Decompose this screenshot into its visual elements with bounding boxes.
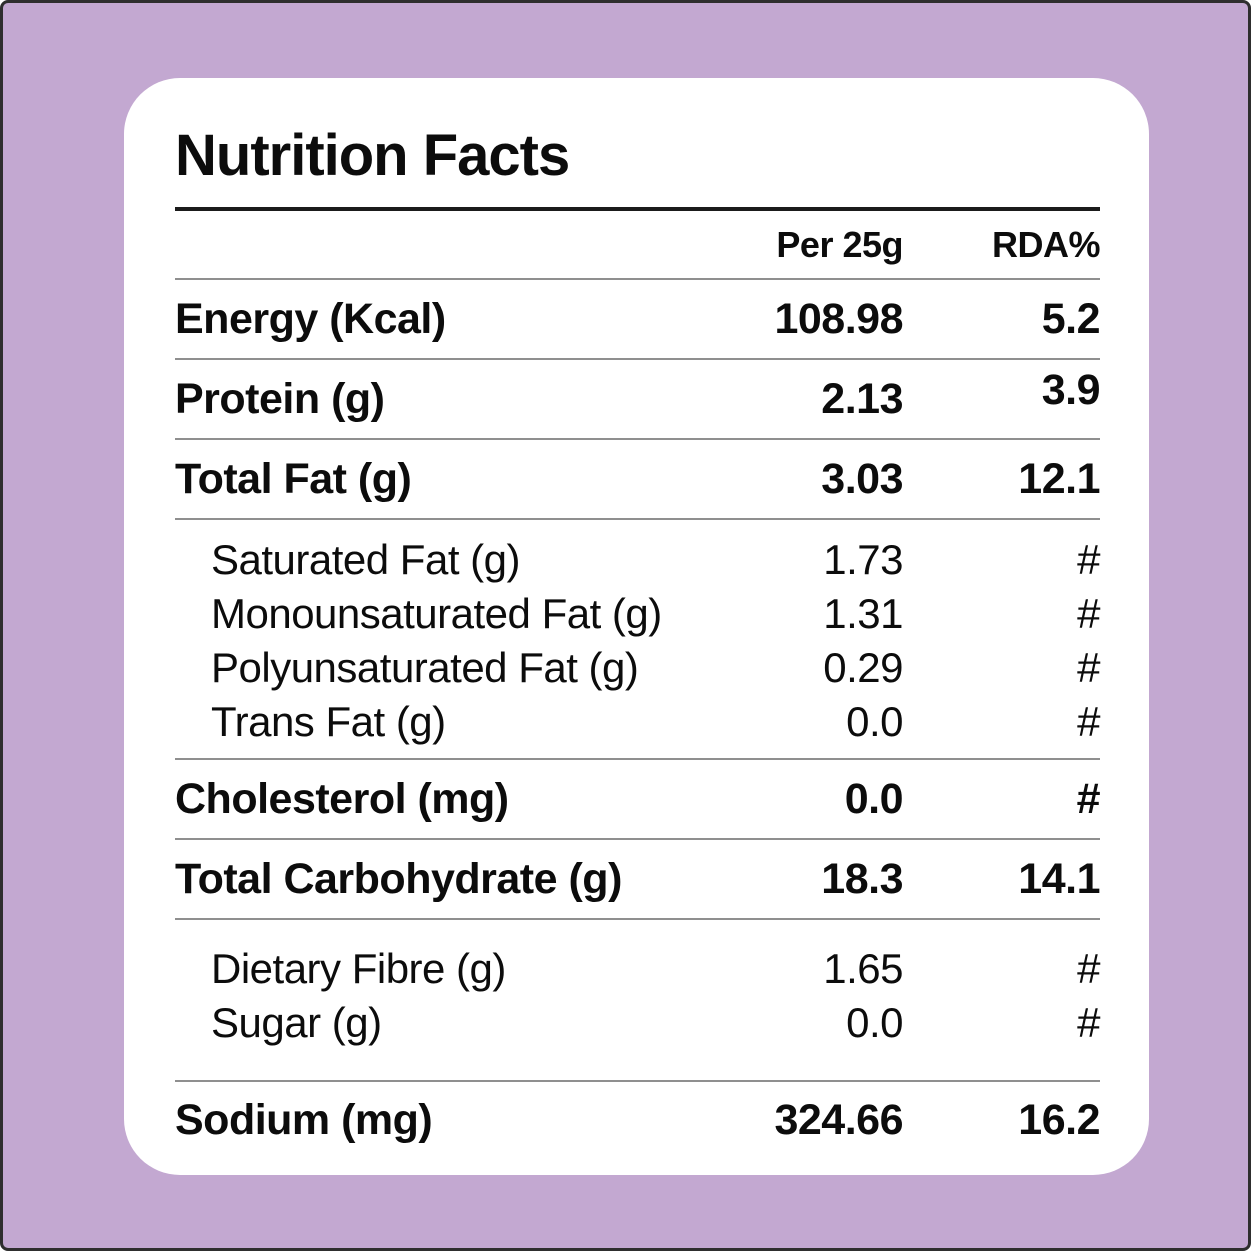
table-row-dietary-fibre: Dietary Fibre (g) 1.65 # xyxy=(175,942,1101,996)
row-amount: 0.0 xyxy=(846,698,903,745)
row-amount: 108.98 xyxy=(774,295,903,343)
table-row-cholesterol: Cholesterol (mg) 0.0 # xyxy=(175,760,1101,838)
row-label: Sodium (mg) xyxy=(175,1096,433,1144)
row-rda: # xyxy=(1077,945,1100,992)
divider xyxy=(175,358,1100,360)
row-label: Dietary Fibre (g) xyxy=(211,945,506,992)
row-rda: # xyxy=(1077,999,1100,1046)
divider xyxy=(175,918,1100,920)
title-divider xyxy=(175,207,1100,211)
divider xyxy=(175,838,1100,840)
fat-breakdown-group: Saturated Fat (g) 1.73 # Monounsaturated… xyxy=(175,520,1101,758)
row-rda: 16.2 xyxy=(1018,1096,1100,1144)
table-row-sodium: Sodium (mg) 324.66 16.2 xyxy=(175,1082,1101,1158)
table-row-trans-fat: Trans Fat (g) 0.0 # xyxy=(175,695,1101,749)
page-title: Nutrition Facts xyxy=(175,123,570,188)
divider xyxy=(175,518,1100,520)
table-row-total-fat: Total Fat (g) 3.03 12.1 xyxy=(175,440,1101,518)
row-amount: 3.03 xyxy=(821,455,903,503)
row-rda: # xyxy=(1076,775,1101,823)
table-row-saturated-fat: Saturated Fat (g) 1.73 # xyxy=(175,533,1101,587)
divider xyxy=(175,1080,1100,1082)
table-row-protein: Protein (g) 2.13 3.9 xyxy=(175,360,1101,438)
row-rda: 5.2 xyxy=(1041,295,1101,343)
carbohydrate-breakdown-group: Dietary Fibre (g) 1.65 # Sugar (g) 0.0 # xyxy=(175,920,1101,1080)
row-label: Total Fat (g) xyxy=(175,455,412,503)
table-row-monounsaturated-fat: Monounsaturated Fat (g) 1.31 # xyxy=(175,587,1101,641)
divider xyxy=(175,438,1100,440)
row-label: Polyunsaturated Fat (g) xyxy=(211,644,639,691)
row-amount: 2.13 xyxy=(821,375,903,423)
row-label: Protein (g) xyxy=(175,375,385,423)
row-rda: # xyxy=(1077,536,1100,583)
row-amount: 324.66 xyxy=(774,1096,903,1144)
row-label: Total Carbohydrate (g) xyxy=(175,855,622,903)
row-rda: # xyxy=(1077,590,1100,637)
table-row-polyunsaturated-fat: Polyunsaturated Fat (g) 0.29 # xyxy=(175,641,1101,695)
nutrition-facts-card: Nutrition Facts Per 25g RDA% Energy (Kca… xyxy=(124,78,1149,1175)
column-header-amount: Per 25g xyxy=(776,224,903,265)
row-label: Monounsaturated Fat (g) xyxy=(211,590,662,637)
table-header-row: Per 25g RDA% xyxy=(175,211,1100,278)
row-amount: 0.29 xyxy=(823,644,903,691)
row-rda: 14.1 xyxy=(1018,855,1100,903)
row-amount: 1.65 xyxy=(823,945,903,992)
table-row-energy: Energy (Kcal) 108.98 5.2 xyxy=(175,280,1101,358)
divider xyxy=(175,278,1100,280)
table-row-sugar: Sugar (g) 0.0 # xyxy=(175,996,1101,1050)
row-rda: # xyxy=(1077,698,1100,745)
table-row-total-carbohydrate: Total Carbohydrate (g) 18.3 14.1 xyxy=(175,840,1101,918)
row-label: Trans Fat (g) xyxy=(211,698,446,745)
row-amount: 0.0 xyxy=(846,999,903,1046)
row-amount: 0.0 xyxy=(844,775,904,823)
row-rda: # xyxy=(1077,644,1100,691)
column-header-rda: RDA% xyxy=(991,224,1101,265)
row-label: Cholesterol (mg) xyxy=(175,775,509,823)
row-amount: 1.73 xyxy=(823,536,903,583)
divider xyxy=(175,758,1100,760)
row-amount: 1.31 xyxy=(823,590,903,637)
row-rda: 3.9 xyxy=(1041,366,1101,414)
row-label: Energy (Kcal) xyxy=(175,295,446,343)
row-amount: 18.3 xyxy=(821,855,903,903)
row-label: Sugar (g) xyxy=(211,999,382,1046)
row-rda: 12.1 xyxy=(1018,455,1100,503)
row-label: Saturated Fat (g) xyxy=(211,536,520,583)
